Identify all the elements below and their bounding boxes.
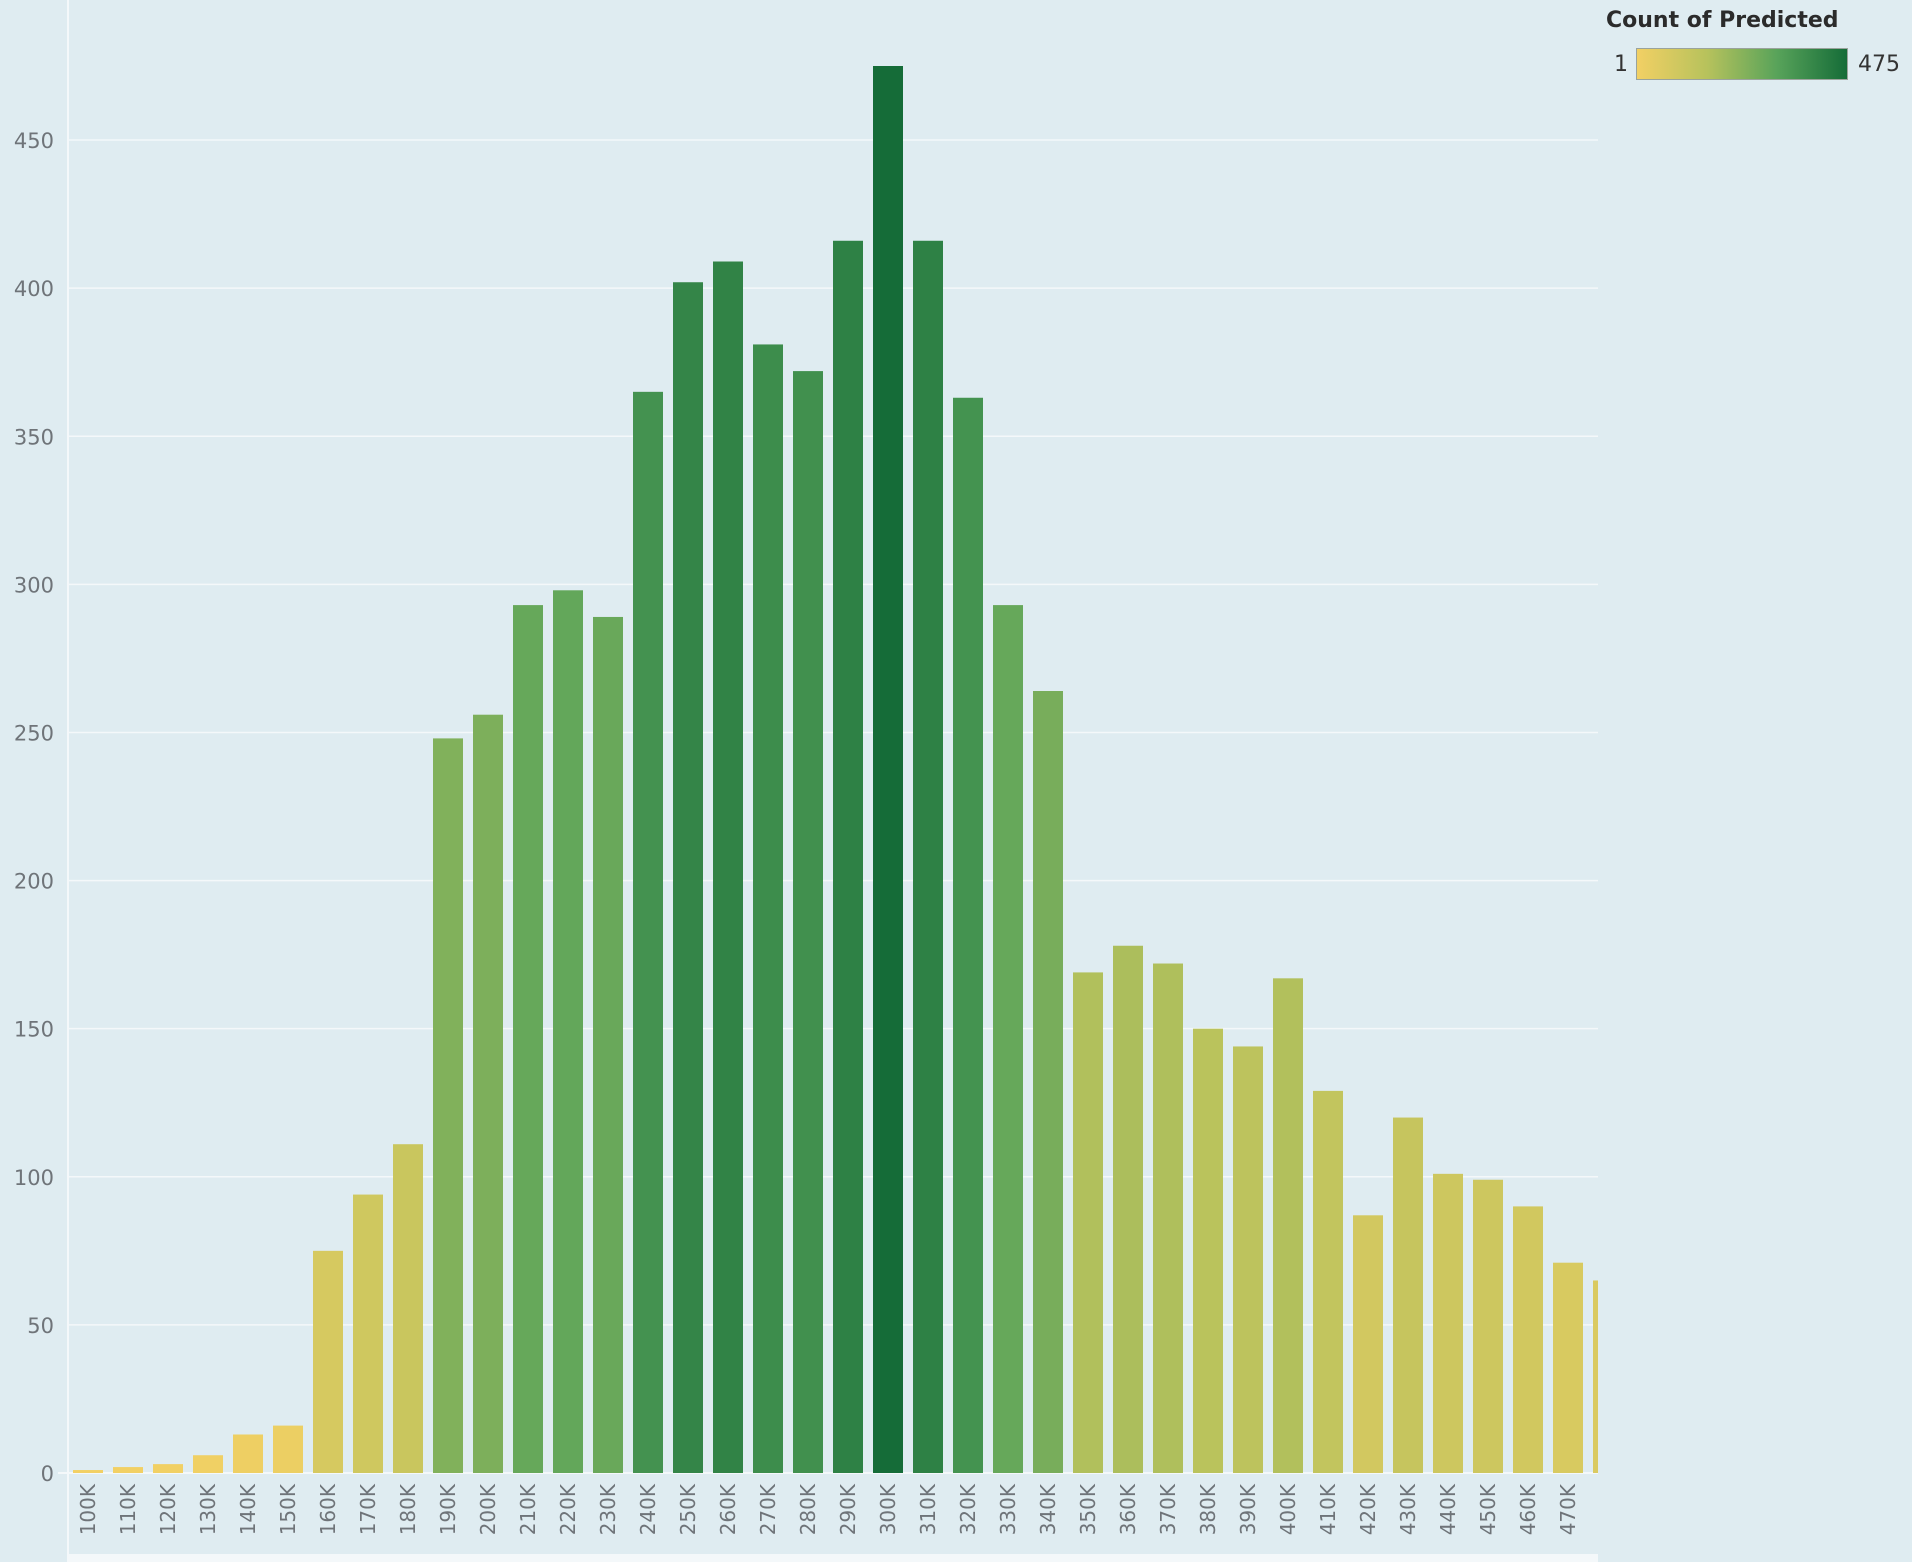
bar[interactable] xyxy=(993,605,1023,1473)
y-axis-ticks: 0 50 100 150 200 250 300 350 400 450 xyxy=(14,129,54,1486)
bar[interactable] xyxy=(393,1144,423,1473)
bar[interactable] xyxy=(113,1467,143,1473)
bar[interactable] xyxy=(1073,972,1103,1473)
bar[interactable] xyxy=(753,344,783,1474)
legend-gradient-bar xyxy=(1636,48,1848,80)
x-tick-label: 210K xyxy=(516,1483,540,1535)
legend-max-label: 475 xyxy=(1858,52,1900,77)
x-tick-label: 410K xyxy=(1316,1483,1340,1535)
x-tick-label: 460K xyxy=(1516,1483,1540,1535)
x-tick-label: 140K xyxy=(236,1483,260,1535)
y-tick-label: 450 xyxy=(14,129,54,153)
bar[interactable] xyxy=(473,714,503,1473)
bar[interactable] xyxy=(513,605,543,1473)
x-tick-label: 160K xyxy=(316,1483,340,1535)
bar[interactable] xyxy=(1273,978,1303,1473)
x-tick-label: 130K xyxy=(196,1483,220,1535)
bar[interactable] xyxy=(1153,963,1183,1473)
bar-partial[interactable] xyxy=(1593,1280,1598,1473)
y-tick-label: 200 xyxy=(14,870,54,894)
bar[interactable] xyxy=(1433,1173,1463,1473)
x-tick-label: 240K xyxy=(636,1483,660,1535)
color-legend: Count of Predicted 1 475 xyxy=(1606,4,1906,84)
x-tick-label: 250K xyxy=(676,1483,700,1535)
bar[interactable] xyxy=(633,391,663,1474)
bars xyxy=(73,66,1598,1474)
bar[interactable] xyxy=(433,738,463,1473)
x-tick-label: 390K xyxy=(1236,1483,1260,1535)
x-tick-label: 400K xyxy=(1276,1483,1300,1535)
x-tick-label: 430K xyxy=(1396,1483,1420,1535)
x-tick-label: 230K xyxy=(596,1483,620,1535)
x-tick-label: 270K xyxy=(756,1483,780,1535)
x-tick-label: 170K xyxy=(356,1483,380,1535)
y-tick-label: 350 xyxy=(14,425,54,449)
x-tick-label: 360K xyxy=(1116,1483,1140,1535)
x-tick-label: 340K xyxy=(1036,1483,1060,1535)
bar[interactable] xyxy=(953,397,983,1473)
bar[interactable] xyxy=(1513,1206,1543,1473)
bar[interactable] xyxy=(313,1250,343,1473)
x-tick-label: 110K xyxy=(116,1483,140,1535)
x-tick-label: 420K xyxy=(1356,1483,1380,1535)
x-tick-label: 450K xyxy=(1476,1483,1500,1535)
bar[interactable] xyxy=(593,616,623,1473)
x-tick-label: 330K xyxy=(996,1483,1020,1535)
y-tick-label: 150 xyxy=(14,1018,54,1042)
x-tick-label: 320K xyxy=(956,1483,980,1535)
bar[interactable] xyxy=(1233,1046,1263,1473)
x-tick-label: 310K xyxy=(916,1483,940,1535)
bar[interactable] xyxy=(1553,1262,1583,1473)
x-tick-label: 220K xyxy=(556,1483,580,1535)
bar[interactable] xyxy=(1033,691,1063,1473)
x-tick-label: 380K xyxy=(1196,1483,1220,1535)
x-tick-label: 100K xyxy=(76,1483,100,1535)
bar[interactable] xyxy=(1353,1215,1383,1473)
y-tick-label: 50 xyxy=(27,1314,54,1338)
y-tick-label: 400 xyxy=(14,277,54,301)
bar[interactable] xyxy=(353,1194,383,1473)
bar[interactable] xyxy=(673,282,703,1474)
x-tick-label: 120K xyxy=(156,1483,180,1535)
bar[interactable] xyxy=(73,1470,103,1473)
bar[interactable] xyxy=(913,240,943,1474)
bar[interactable] xyxy=(1193,1028,1223,1473)
y-tick-label: 300 xyxy=(14,573,54,597)
bar[interactable] xyxy=(833,240,863,1474)
bar[interactable] xyxy=(233,1434,263,1473)
y-tick-label: 250 xyxy=(14,721,54,745)
bar[interactable] xyxy=(1113,945,1143,1473)
bar[interactable] xyxy=(1393,1117,1423,1473)
x-tick-label: 200K xyxy=(476,1483,500,1535)
bar[interactable] xyxy=(1313,1090,1343,1473)
bar[interactable] xyxy=(873,66,903,1473)
legend-min-label: 1 xyxy=(1614,52,1628,77)
bar[interactable] xyxy=(193,1455,223,1473)
bar[interactable] xyxy=(793,371,823,1474)
x-tick-label: 370K xyxy=(1156,1483,1180,1535)
x-tick-label: 190K xyxy=(436,1483,460,1535)
x-tick-label: 300K xyxy=(876,1483,900,1535)
bar[interactable] xyxy=(553,590,583,1473)
x-tick-label: 440K xyxy=(1436,1483,1460,1535)
bar[interactable] xyxy=(273,1425,303,1473)
x-tick-label: 260K xyxy=(716,1483,740,1535)
legend-title: Count of Predicted xyxy=(1606,8,1839,33)
bar[interactable] xyxy=(153,1464,183,1473)
x-tick-label: 280K xyxy=(796,1483,820,1535)
x-tick-label: 470K xyxy=(1556,1483,1580,1535)
x-tick-label: 290K xyxy=(836,1483,860,1535)
y-tick-label: 0 xyxy=(41,1462,54,1486)
x-tick-label: 180K xyxy=(396,1483,420,1535)
x-tick-label: 350K xyxy=(1076,1483,1100,1535)
x-axis-ticks: 100K 110K 120K 130K 140K 150K 160K 170K 180K 190K… xyxy=(76,1483,1580,1535)
bar[interactable] xyxy=(713,261,743,1473)
y-tick-label: 100 xyxy=(14,1166,54,1190)
bar[interactable] xyxy=(1473,1179,1503,1473)
x-tick-label: 150K xyxy=(276,1483,300,1535)
scroll-track xyxy=(68,1554,1598,1562)
